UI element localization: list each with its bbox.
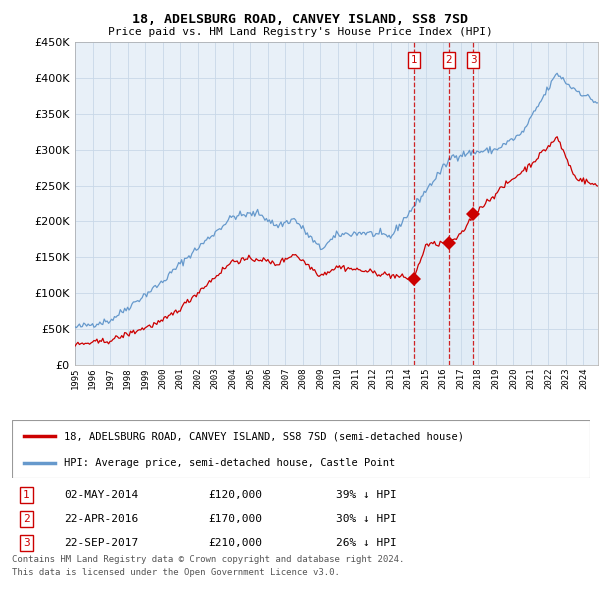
Text: 1: 1 — [23, 490, 30, 500]
Text: 3: 3 — [470, 55, 476, 65]
Text: 18, ADELSBURG ROAD, CANVEY ISLAND, SS8 7SD: 18, ADELSBURG ROAD, CANVEY ISLAND, SS8 7… — [132, 13, 468, 26]
Text: 30% ↓ HPI: 30% ↓ HPI — [335, 514, 397, 524]
Text: £170,000: £170,000 — [209, 514, 263, 524]
Text: 02-MAY-2014: 02-MAY-2014 — [64, 490, 138, 500]
Text: 2: 2 — [445, 55, 452, 65]
Text: HPI: Average price, semi-detached house, Castle Point: HPI: Average price, semi-detached house,… — [64, 458, 395, 468]
Text: 22-SEP-2017: 22-SEP-2017 — [64, 537, 138, 548]
FancyBboxPatch shape — [12, 420, 590, 478]
Text: 39% ↓ HPI: 39% ↓ HPI — [335, 490, 397, 500]
Text: This data is licensed under the Open Government Licence v3.0.: This data is licensed under the Open Gov… — [12, 568, 340, 576]
Text: £120,000: £120,000 — [209, 490, 263, 500]
Text: 3: 3 — [23, 537, 30, 548]
Text: 26% ↓ HPI: 26% ↓ HPI — [335, 537, 397, 548]
Text: Price paid vs. HM Land Registry's House Price Index (HPI): Price paid vs. HM Land Registry's House … — [107, 27, 493, 37]
Text: £210,000: £210,000 — [209, 537, 263, 548]
Text: 1: 1 — [410, 55, 417, 65]
Text: 2: 2 — [23, 514, 30, 524]
Text: Contains HM Land Registry data © Crown copyright and database right 2024.: Contains HM Land Registry data © Crown c… — [12, 555, 404, 563]
Text: 22-APR-2016: 22-APR-2016 — [64, 514, 138, 524]
Text: 18, ADELSBURG ROAD, CANVEY ISLAND, SS8 7SD (semi-detached house): 18, ADELSBURG ROAD, CANVEY ISLAND, SS8 7… — [64, 431, 464, 441]
Bar — [414, 42, 473, 365]
